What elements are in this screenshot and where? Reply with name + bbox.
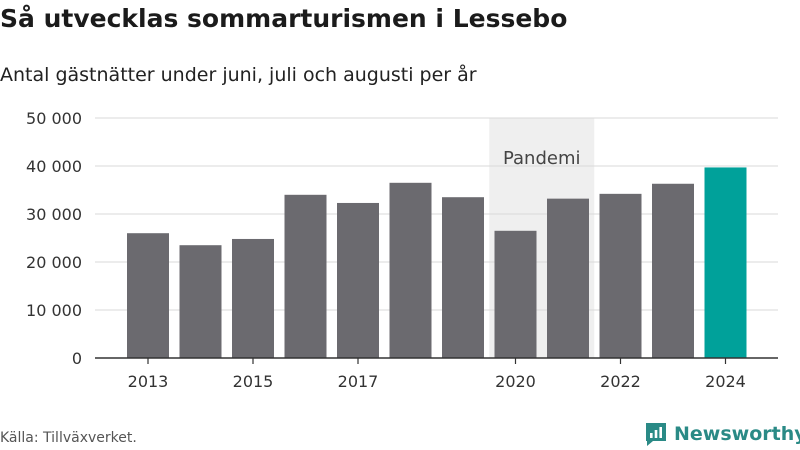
y-tick-label: 40 000 (26, 157, 82, 176)
bar-2014 (179, 245, 222, 358)
source-note: Källa: Tillväxverket. (0, 430, 137, 446)
newsworthy-logo-icon (646, 423, 666, 446)
bar-2023 (652, 183, 694, 358)
x-tick-label: 2017 (338, 372, 379, 391)
y-tick-label: 20 000 (26, 253, 82, 272)
bar-2017 (337, 202, 379, 358)
x-tick-label: 2022 (600, 372, 641, 391)
bar-2022 (599, 193, 642, 358)
y-tick-label: 10 000 (26, 301, 82, 320)
bar-2016 (284, 194, 327, 358)
bar-chart: 0 10 000 20 000 30 000 40 000 50 000 Pandemi 20… (26, 109, 778, 391)
y-tick-label: 50 000 (26, 109, 82, 128)
y-tick-label: 30 000 (26, 205, 82, 224)
bar-2021 (547, 198, 589, 358)
brand-logo: Newsworthy (644, 421, 800, 447)
bar-2019 (442, 197, 484, 358)
x-tick-label: 2024 (705, 372, 746, 391)
bar-2013 (127, 233, 169, 358)
x-tick-label: 2013 (128, 372, 169, 391)
chart-subtitle: Antal gästnätter under juni, juli och au… (0, 64, 477, 86)
x-tick-label: 2020 (495, 372, 536, 391)
bar-2024 (704, 167, 747, 358)
chart-title: Så utvecklas sommarturismen i Lessebo (0, 4, 568, 33)
brand-name: Newsworthy (674, 423, 800, 445)
y-tick-label: 0 (72, 349, 82, 368)
bar-2015 (232, 238, 274, 358)
x-tick-label: 2015 (233, 372, 274, 391)
bar-2020 (494, 230, 537, 358)
bar-2018 (389, 182, 432, 358)
pandemic-label: Pandemi (503, 148, 581, 169)
